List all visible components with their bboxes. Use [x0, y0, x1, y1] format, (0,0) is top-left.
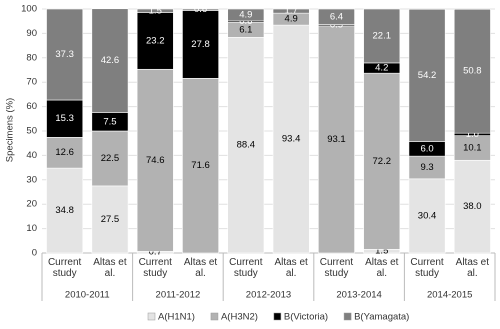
bar-segment — [272, 8, 310, 14]
value-label: 27.8 — [191, 39, 210, 50]
value-label: 88.4 — [237, 140, 256, 151]
y-tick-label: 0 — [32, 248, 37, 259]
legend-swatch — [343, 312, 352, 321]
y-tick-label: 30 — [26, 174, 37, 185]
x-tick-label: Current study — [229, 257, 263, 279]
value-label: 6.1 — [239, 24, 252, 35]
value-label: 1.5 — [375, 246, 388, 257]
value-label: 93.1 — [327, 134, 346, 145]
value-label: 1.0 — [466, 129, 479, 140]
x-tick-label: Altas et al. — [93, 257, 127, 279]
bar-segment — [227, 8, 265, 22]
bar-segment — [408, 178, 446, 254]
legend-label: B(Yamagata) — [354, 312, 409, 323]
value-label: 0.6 — [239, 16, 252, 27]
value-label: 22.1 — [373, 30, 392, 41]
y-tick-label: 80 — [26, 52, 37, 63]
x-tick-label: Altas et al. — [183, 257, 218, 279]
value-label: 23.2 — [146, 35, 165, 46]
value-label: 93.4 — [282, 134, 301, 145]
value-label: 0.6 — [194, 4, 207, 15]
value-label: 0.5 — [330, 20, 343, 31]
legend-label: A(H3N2) — [221, 312, 258, 323]
x-tick-label: Altas et al. — [455, 257, 490, 279]
bar-segment — [91, 8, 129, 113]
legend-swatch — [273, 312, 282, 321]
group-label: 2010-2011 — [65, 290, 110, 301]
value-label: 38.0 — [463, 201, 482, 212]
value-label: 12.6 — [55, 147, 74, 158]
x-tick-label: Current study — [47, 257, 82, 279]
value-label: 4.9 — [285, 14, 298, 25]
x-tick-label: Altas et al. — [274, 257, 308, 279]
value-label: 30.4 — [418, 210, 437, 221]
value-label: 74.6 — [146, 155, 165, 166]
value-label: 42.6 — [101, 55, 120, 66]
x-tick-label: Altas et al. — [365, 257, 399, 279]
bar-segment — [136, 12, 174, 70]
legend-swatch — [147, 312, 156, 321]
bar-segment — [318, 8, 355, 25]
group-label: 2014-2015 — [427, 290, 472, 301]
bar-segment — [453, 159, 491, 254]
y-tick-label: 60 — [26, 101, 37, 112]
legend-label: A(H1N1) — [158, 312, 195, 323]
group-label: 2011-2012 — [156, 290, 201, 301]
y-tick-label: 50 — [26, 126, 37, 137]
group-label: 2013-2014 — [336, 290, 381, 301]
value-label: 7.5 — [103, 116, 116, 127]
legend-swatch — [210, 312, 219, 321]
value-label: 27.5 — [101, 214, 120, 225]
y-tick-label: 20 — [26, 199, 37, 210]
y-tick-label: 90 — [26, 28, 37, 39]
value-label: 22.5 — [101, 153, 120, 164]
bar-segment — [136, 8, 174, 13]
x-tick-label: Current study — [138, 257, 172, 279]
value-label: 4.2 — [375, 63, 388, 74]
bar-segment — [46, 99, 84, 138]
value-label: 50.8 — [463, 66, 482, 77]
y-axis-title: Specimens (%) — [5, 98, 16, 162]
bar-segment — [408, 8, 446, 142]
x-tick-label: Current study — [319, 257, 354, 279]
legend-label: B(Victoria) — [284, 312, 328, 323]
value-label: 6.0 — [420, 143, 433, 154]
bar-segment — [136, 68, 174, 252]
bar-segment — [46, 137, 84, 169]
bar-segment — [318, 25, 355, 254]
x-tick-label: Current study — [410, 257, 444, 279]
value-label: 6.4 — [330, 11, 343, 22]
bar-segment — [46, 167, 84, 254]
bar-segment — [453, 135, 491, 161]
bar-segment — [46, 8, 84, 101]
group-label: 2012-2013 — [246, 290, 291, 301]
value-label: 1.7 — [285, 6, 298, 17]
bar-segment — [182, 77, 219, 254]
value-label: 4.9 — [239, 9, 252, 20]
bar-segment — [227, 37, 265, 254]
value-label: 9.3 — [420, 162, 433, 173]
bar-segment — [363, 8, 401, 64]
y-tick-label: 40 — [26, 150, 37, 161]
bar-segment — [182, 10, 219, 79]
value-label: 72.2 — [373, 156, 392, 167]
bar-segment — [182, 8, 219, 11]
value-label: 10.1 — [463, 142, 482, 153]
value-label: 71.6 — [191, 160, 210, 171]
value-label: 0.7 — [149, 247, 162, 258]
y-tick-label: 70 — [26, 77, 37, 88]
value-label: 1.5 — [149, 5, 162, 16]
bar-segment — [453, 8, 491, 134]
value-label: 34.8 — [55, 205, 74, 216]
value-label: 54.2 — [418, 70, 437, 81]
bar-segment — [363, 72, 401, 250]
value-label: 15.3 — [55, 113, 74, 124]
y-tick-label: 100 — [21, 4, 37, 15]
y-tick-label: 10 — [26, 223, 37, 234]
value-label: 37.3 — [55, 49, 74, 60]
